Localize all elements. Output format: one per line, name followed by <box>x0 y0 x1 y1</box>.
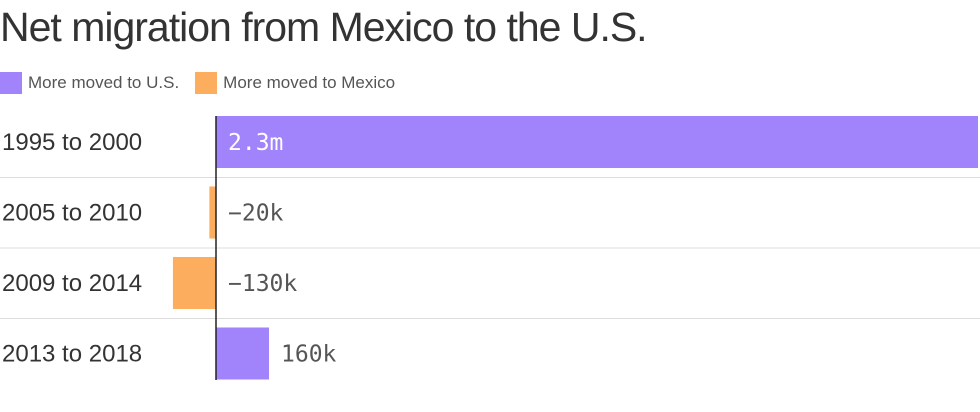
legend-item-mexico: More moved to Mexico <box>195 72 395 94</box>
value-label: 160k <box>281 342 337 368</box>
legend-item-us: More moved to U.S. <box>0 72 179 94</box>
legend-swatch-mexico <box>195 72 218 94</box>
legend: More moved to U.S. More moved to Mexico <box>0 72 411 94</box>
chart-title: Net migration from Mexico to the U.S. <box>0 4 648 50</box>
category-label: 2013 to 2018 <box>2 341 142 368</box>
category-label: 2005 to 2010 <box>2 200 142 227</box>
bar <box>172 257 216 309</box>
legend-swatch-us <box>0 72 22 94</box>
category-label: 2009 to 2014 <box>2 270 142 297</box>
bar <box>216 116 978 168</box>
value-label: −130k <box>228 271 297 297</box>
legend-label-mexico: More moved to Mexico <box>223 73 396 92</box>
bar <box>216 327 270 380</box>
category-label: 1995 to 2000 <box>2 129 142 156</box>
bar <box>209 186 216 239</box>
legend-label-us: More moved to U.S. <box>28 73 180 92</box>
value-label: 2.3m <box>228 130 283 156</box>
value-label: −20k <box>228 201 284 227</box>
